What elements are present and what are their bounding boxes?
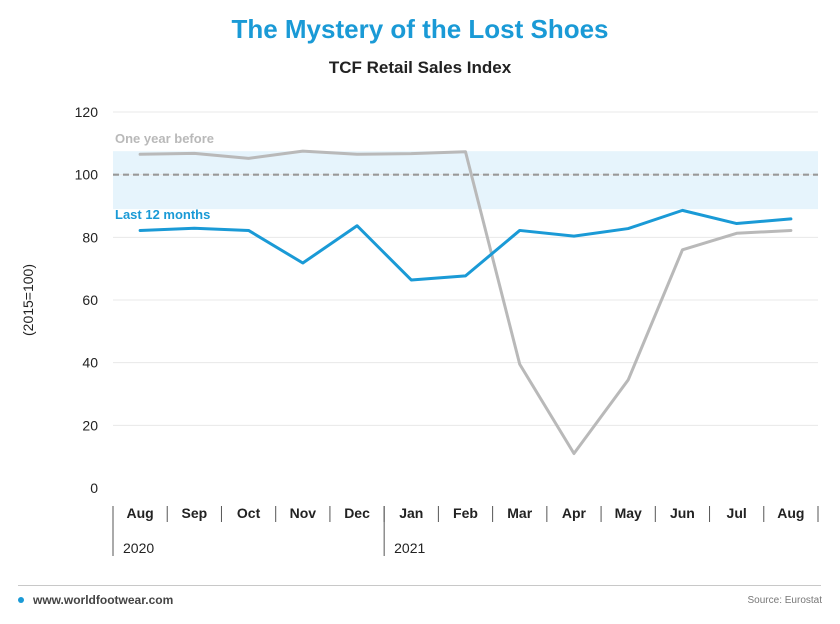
y-tick-label: 0 xyxy=(90,480,98,496)
footer-source: Source: Eurostat xyxy=(747,595,822,606)
y-tick-label: 60 xyxy=(82,292,98,308)
x-tick-label: Sep xyxy=(182,505,208,521)
y-tick-label: 100 xyxy=(75,167,99,183)
bullet-dot-icon xyxy=(18,597,24,603)
line-chart: 0 20 40 60 80 100 120 (2015=100) Aug Sep Oct Nov Dec… xyxy=(20,104,819,556)
footer-divider xyxy=(18,585,821,586)
x-tick-label: Jan xyxy=(399,505,423,521)
chart-subtitle: TCF Retail Sales Index xyxy=(328,58,512,77)
x-tick-label: Nov xyxy=(290,505,317,521)
series-line xyxy=(138,208,793,282)
reference-band xyxy=(113,151,818,210)
year-label: 2021 xyxy=(394,540,425,556)
x-tick-label: Apr xyxy=(562,505,587,521)
series-label: One year before xyxy=(115,131,214,146)
y-tick-label: 40 xyxy=(82,355,98,371)
chart-title: The Mystery of the Lost Shoes xyxy=(231,14,609,44)
x-tick-label: Dec xyxy=(344,505,370,521)
footer-site[interactable]: www.worldfootwear.com xyxy=(18,593,173,607)
x-tick-label: May xyxy=(615,505,642,521)
series-label: Last 12 months xyxy=(115,207,210,222)
year-label: 2020 xyxy=(123,540,154,556)
x-tick-label: Oct xyxy=(237,505,261,521)
x-tick-label: Jun xyxy=(670,505,695,521)
x-tick-label: Mar xyxy=(507,505,532,521)
y-tick-label: 120 xyxy=(75,104,99,120)
y-tick-label: 20 xyxy=(82,417,98,433)
x-tick-label: Aug xyxy=(127,505,154,521)
y-axis-label: (2015=100) xyxy=(20,264,36,336)
x-tick-label: Aug xyxy=(777,505,804,521)
x-tick-label: Jul xyxy=(727,505,747,521)
footer-site-link[interactable]: www.worldfootwear.com xyxy=(33,593,174,607)
series-line xyxy=(138,149,793,456)
y-tick-label: 80 xyxy=(82,229,98,245)
x-tick-label: Feb xyxy=(453,505,478,521)
